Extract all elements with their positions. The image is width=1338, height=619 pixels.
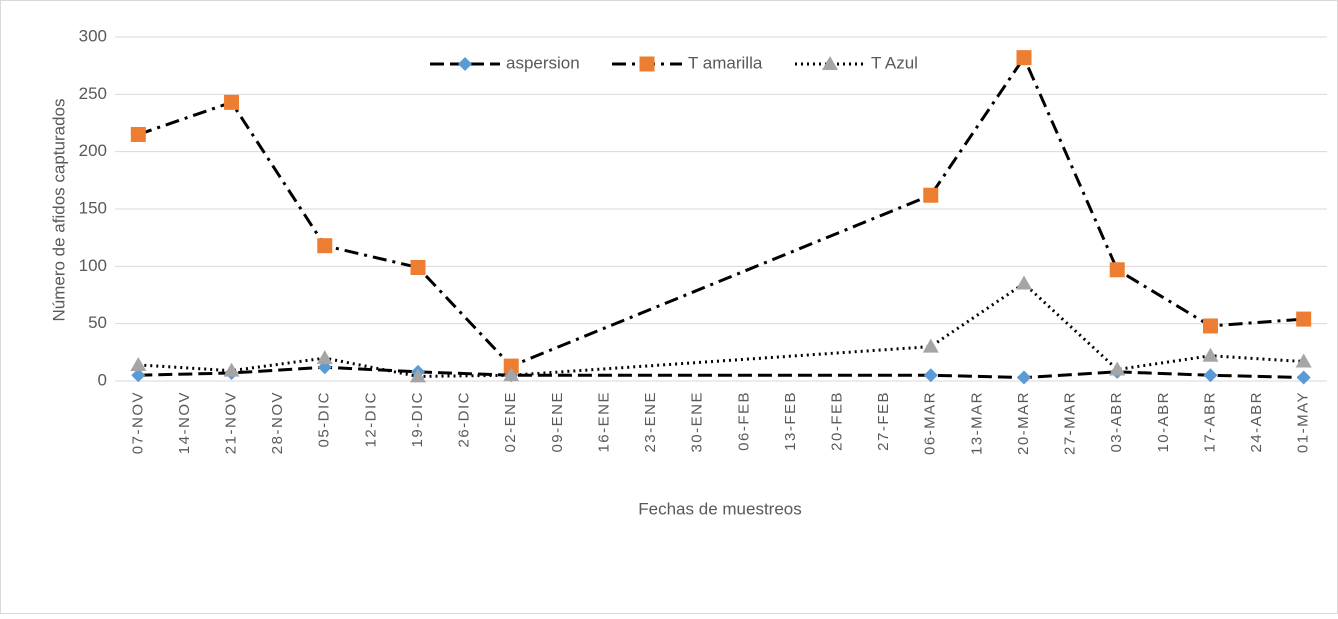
marker [131, 368, 146, 383]
marker [130, 356, 147, 371]
x-tick-label: 02-ENE [502, 391, 519, 453]
marker [317, 238, 333, 254]
marker [1202, 347, 1219, 362]
x-tick-label: 30-ENE [689, 391, 706, 453]
series-line [137, 54, 1304, 368]
y-tick-label: 0 [98, 370, 107, 389]
marker [1203, 368, 1218, 383]
marker [1016, 275, 1032, 290]
y-tick-label: 150 [79, 198, 107, 217]
marker [1109, 262, 1125, 278]
x-tick-label: 06-FEB [735, 391, 752, 451]
legend-label: T Azul [871, 53, 918, 72]
marker [503, 367, 520, 382]
x-tick-label: 13-MAR [968, 391, 985, 455]
marker [130, 126, 146, 142]
x-tick-label: 28-NOV [269, 391, 286, 454]
x-tick-label: 10-ABR [1155, 391, 1172, 453]
y-tick-label: 50 [88, 313, 107, 332]
x-tick-label: 14-NOV [176, 391, 193, 454]
marker [1296, 311, 1312, 327]
x-tick-label: 20-MAR [1015, 391, 1032, 455]
legend-marker [639, 56, 655, 72]
marker [923, 187, 939, 203]
x-tick-label: 16-ENE [595, 391, 612, 453]
y-tick-label: 100 [79, 256, 107, 275]
x-tick-label: 06-MAR [922, 391, 939, 455]
marker [923, 368, 938, 383]
marker [1295, 353, 1312, 368]
x-tick-label: 03-ABR [1108, 391, 1125, 453]
x-tick-label: 21-NOV [223, 391, 240, 454]
legend-label: T amarilla [688, 53, 763, 72]
marker [1296, 370, 1311, 385]
x-tick-label: 23-ENE [642, 391, 659, 453]
marker [410, 259, 426, 275]
x-tick-label: 09-ENE [549, 391, 566, 453]
series-line [138, 365, 1304, 380]
x-tick-label: 27-FEB [875, 391, 892, 451]
x-tick-label: 24-ABR [1248, 391, 1265, 453]
marker [224, 94, 240, 110]
x-tick-label: 26-DIC [456, 391, 473, 448]
legend-marker [822, 56, 838, 70]
y-tick-label: 200 [79, 141, 107, 160]
x-tick-label: 12-DIC [362, 391, 379, 448]
y-tick-label: 250 [79, 84, 107, 103]
x-tick-label: 13-FEB [782, 391, 799, 451]
marker [316, 350, 333, 365]
marker [1017, 370, 1031, 385]
x-axis-label: Fechas de muestreos [638, 499, 801, 518]
y-axis-label: Número de afidos capturados [49, 98, 68, 321]
marker [503, 358, 519, 374]
x-tick-label: 20-FEB [829, 391, 846, 451]
x-tick-label: 27-MAR [1062, 391, 1079, 455]
y-tick-label: 300 [79, 26, 107, 45]
marker [223, 362, 240, 377]
marker [410, 368, 426, 383]
x-tick-label: 17-ABR [1201, 391, 1218, 453]
legend-label: aspersion [506, 53, 580, 72]
marker [1202, 318, 1218, 334]
marker [1016, 50, 1032, 66]
x-tick-label: 05-DIC [316, 391, 333, 448]
marker [1109, 361, 1126, 376]
marker [922, 338, 939, 353]
x-tick-label: 19-DIC [409, 391, 426, 448]
legend-marker [458, 57, 472, 71]
x-tick-label: 01-MAY [1295, 391, 1312, 453]
x-tick-label: 07-NOV [129, 391, 146, 454]
